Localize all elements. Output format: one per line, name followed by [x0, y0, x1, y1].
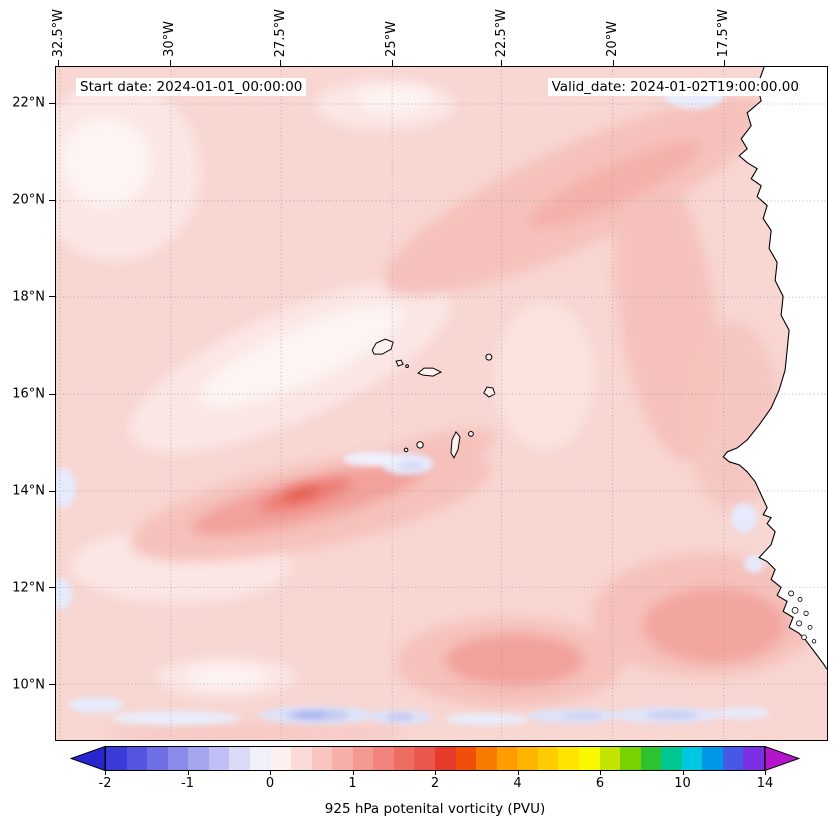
map-plot-area: Start date: 2024-01-01_00:00:00 Valid_da… [55, 66, 828, 741]
colorbar-segment [600, 747, 621, 770]
colorbar-segment [168, 747, 189, 770]
colorbar-ticks: -2-1012461014 [105, 771, 765, 795]
lon-tick-label: 20°W [605, 21, 620, 57]
pv-map [56, 67, 827, 740]
colorbar-segment [517, 747, 538, 770]
colorbar-label: 925 hPa potenital vorticity (PVU) [70, 801, 800, 817]
lon-tick-label: 32.5°W [51, 9, 66, 57]
colorbar-segment [394, 747, 415, 770]
colorbar-segment [743, 747, 764, 770]
lat-tick-label: 10°N [12, 677, 45, 692]
colorbar-tick-label: -2 [99, 776, 112, 791]
lon-tick-label: 30°W [162, 21, 177, 57]
colorbar-segment [106, 747, 127, 770]
colorbar-tick-mark [270, 771, 271, 775]
colorbar-segment [188, 747, 209, 770]
lat-tick-label: 12°N [12, 580, 45, 595]
colorbar-tick-mark [435, 771, 436, 775]
colorbar-gradient [105, 746, 765, 771]
colorbar-segment [312, 747, 333, 770]
colorbar-segment [456, 747, 477, 770]
colorbar-tick-mark [188, 771, 189, 775]
colorbar-tick-mark [518, 771, 519, 775]
colorbar-tick-label: 14 [757, 776, 774, 791]
colorbar-segment [209, 747, 230, 770]
colorbar-segment [435, 747, 456, 770]
colorbar-segment [641, 747, 662, 770]
colorbar-segment [558, 747, 579, 770]
colorbar-segment [620, 747, 641, 770]
lat-tick-label: 22°N [12, 96, 45, 111]
lat-tick-label: 14°N [12, 484, 45, 499]
lat-tick-label: 16°N [12, 387, 45, 402]
valid-date-annotation: Valid_date: 2024-01-02T19:00:00.00 [548, 78, 803, 96]
figure: 32.5°W 30°W 27.5°W 25°W 22.5°W 20°W 17.5°W 22°… [0, 0, 837, 836]
lon-tick-label: 22.5°W [494, 9, 509, 57]
lon-tick-label: 27.5°W [273, 9, 288, 57]
lon-tick-label: 17.5°W [716, 9, 731, 57]
colorbar-tick-label: 4 [513, 776, 521, 791]
lat-tick-label: 18°N [12, 289, 45, 304]
colorbar-segment [127, 747, 148, 770]
colorbar-tick-label: 2 [431, 776, 439, 791]
colorbar-left-arrow [70, 746, 105, 771]
colorbar-tick-label: 1 [348, 776, 356, 791]
colorbar-tick-label: 0 [266, 776, 274, 791]
colorbar-segment [702, 747, 723, 770]
colorbar-segment [147, 747, 168, 770]
left-axis: 22°N 20°N 18°N 16°N 14°N 12°N 10°N [0, 66, 55, 741]
colorbar-segment [723, 747, 744, 770]
start-date-annotation: Start date: 2024-01-01_00:00:00 [76, 78, 306, 96]
colorbar-tick-label: 6 [596, 776, 604, 791]
colorbar-segment [271, 747, 292, 770]
colorbar-segment [661, 747, 682, 770]
colorbar-tick-mark [765, 771, 766, 775]
colorbar-right-arrow [765, 746, 800, 771]
colorbar: -2-1012461014 [70, 746, 800, 771]
colorbar-segment [538, 747, 559, 770]
lon-tick-label: 25°W [384, 21, 399, 57]
colorbar-tick-mark [600, 771, 601, 775]
colorbar-segment [250, 747, 271, 770]
lat-tick-label: 20°N [12, 193, 45, 208]
colorbar-segment [579, 747, 600, 770]
colorbar-segment [497, 747, 518, 770]
colorbar-segment [332, 747, 353, 770]
colorbar-segment [682, 747, 703, 770]
colorbar-tick-mark [353, 771, 354, 775]
colorbar-tick-mark [105, 771, 106, 775]
colorbar-tick-mark [683, 771, 684, 775]
colorbar-segment [373, 747, 394, 770]
colorbar-segment [291, 747, 312, 770]
colorbar-tick-label: 10 [674, 776, 691, 791]
top-axis: 32.5°W30°W27.5°W25°W22.5°W20°W17.5°W [55, 0, 828, 66]
colorbar-segment [229, 747, 250, 770]
colorbar-tick-label: -1 [181, 776, 194, 791]
colorbar-segment [353, 747, 374, 770]
colorbar-segment [414, 747, 435, 770]
colorbar-segment [476, 747, 497, 770]
